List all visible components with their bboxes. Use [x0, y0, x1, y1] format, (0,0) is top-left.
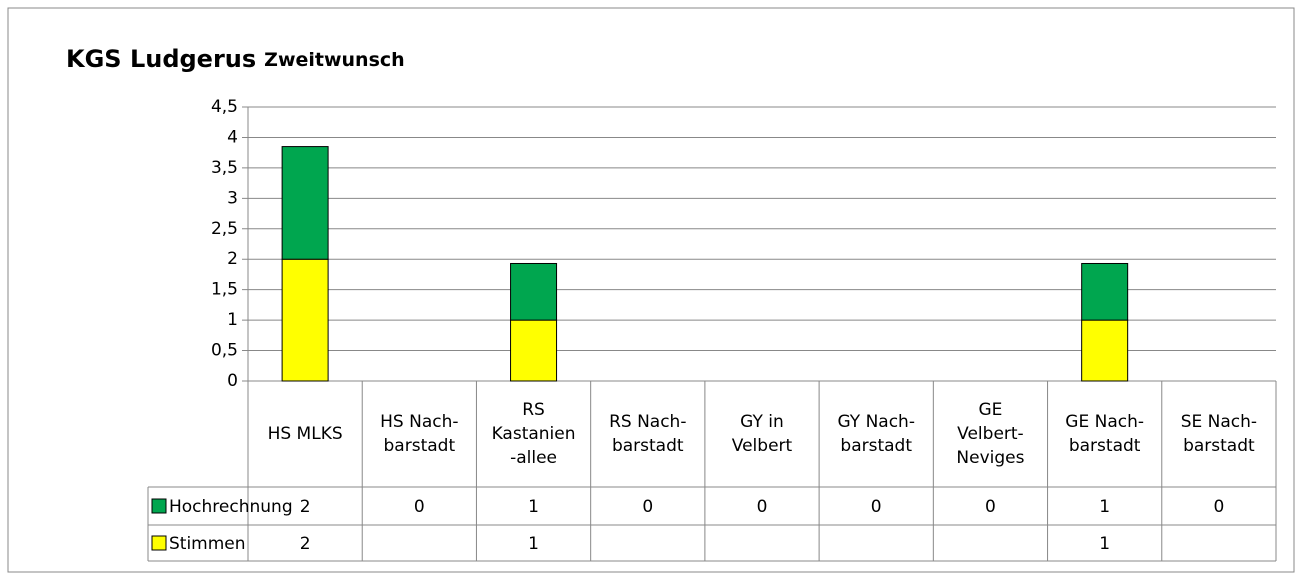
chart-title: KGS Ludgerus Zweitwunsch [66, 45, 405, 73]
data-table-value: 1 [528, 497, 539, 517]
x-tick-label: GY Nach- barstadt [837, 412, 915, 456]
data-table-value: 0 [757, 497, 768, 517]
y-tick-label: 3,5 [211, 158, 238, 178]
data-table-value: 0 [642, 497, 653, 517]
data-table-value: 1 [1099, 534, 1110, 554]
x-tick-label: HS MLKS [267, 424, 343, 444]
x-tick-label: RS Nach- barstadt [609, 412, 687, 456]
data-table-value: 1 [528, 534, 539, 554]
y-tick-label: 1,5 [211, 280, 238, 300]
legend-key [151, 535, 167, 551]
x-tick-label: HS Nach- barstadt [380, 412, 459, 456]
y-tick-label: 4,5 [211, 97, 238, 117]
subtitle: Zweitwunsch [264, 49, 405, 71]
bar-segment [281, 146, 329, 260]
data-table-value: 2 [300, 497, 311, 517]
y-tick-label: 2 [227, 249, 238, 269]
x-tick-label: GY in Velbert [731, 412, 793, 456]
x-tick-label: GE Velbert- Neviges [956, 400, 1025, 468]
data-table-value: 0 [414, 497, 425, 517]
data-table-value: 0 [1213, 497, 1224, 517]
y-tick-label: 2,5 [211, 219, 238, 239]
bar-segment [510, 319, 558, 382]
y-tick-label: 1 [227, 310, 238, 330]
y-tick-label: 3 [227, 188, 238, 208]
bar-segment [510, 262, 558, 321]
bar-segment [1081, 262, 1129, 321]
legend-key [151, 498, 167, 514]
x-tick-label: GE Nach- barstadt [1065, 412, 1145, 456]
bar-segment [1081, 319, 1129, 382]
legend-label: Stimmen [169, 534, 246, 554]
data-table-value: 0 [871, 497, 882, 517]
x-tick-label: RS Kastanien -allee [491, 400, 576, 468]
legend-label: Hochrechnung [169, 497, 293, 517]
data-table-value: 2 [300, 534, 311, 554]
title: KGS Ludgerus [66, 45, 256, 73]
data-table-value: 1 [1099, 497, 1110, 517]
bar-segment [281, 258, 329, 382]
x-tick-label: SE Nach- barstadt [1180, 412, 1258, 456]
y-tick-label: 4 [227, 127, 238, 147]
data-table-value: 0 [985, 497, 996, 517]
y-tick-label: 0,5 [211, 341, 238, 361]
y-tick-label: 0 [227, 371, 238, 391]
